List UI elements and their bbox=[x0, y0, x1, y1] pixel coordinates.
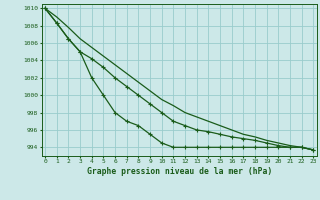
X-axis label: Graphe pression niveau de la mer (hPa): Graphe pression niveau de la mer (hPa) bbox=[87, 167, 272, 176]
